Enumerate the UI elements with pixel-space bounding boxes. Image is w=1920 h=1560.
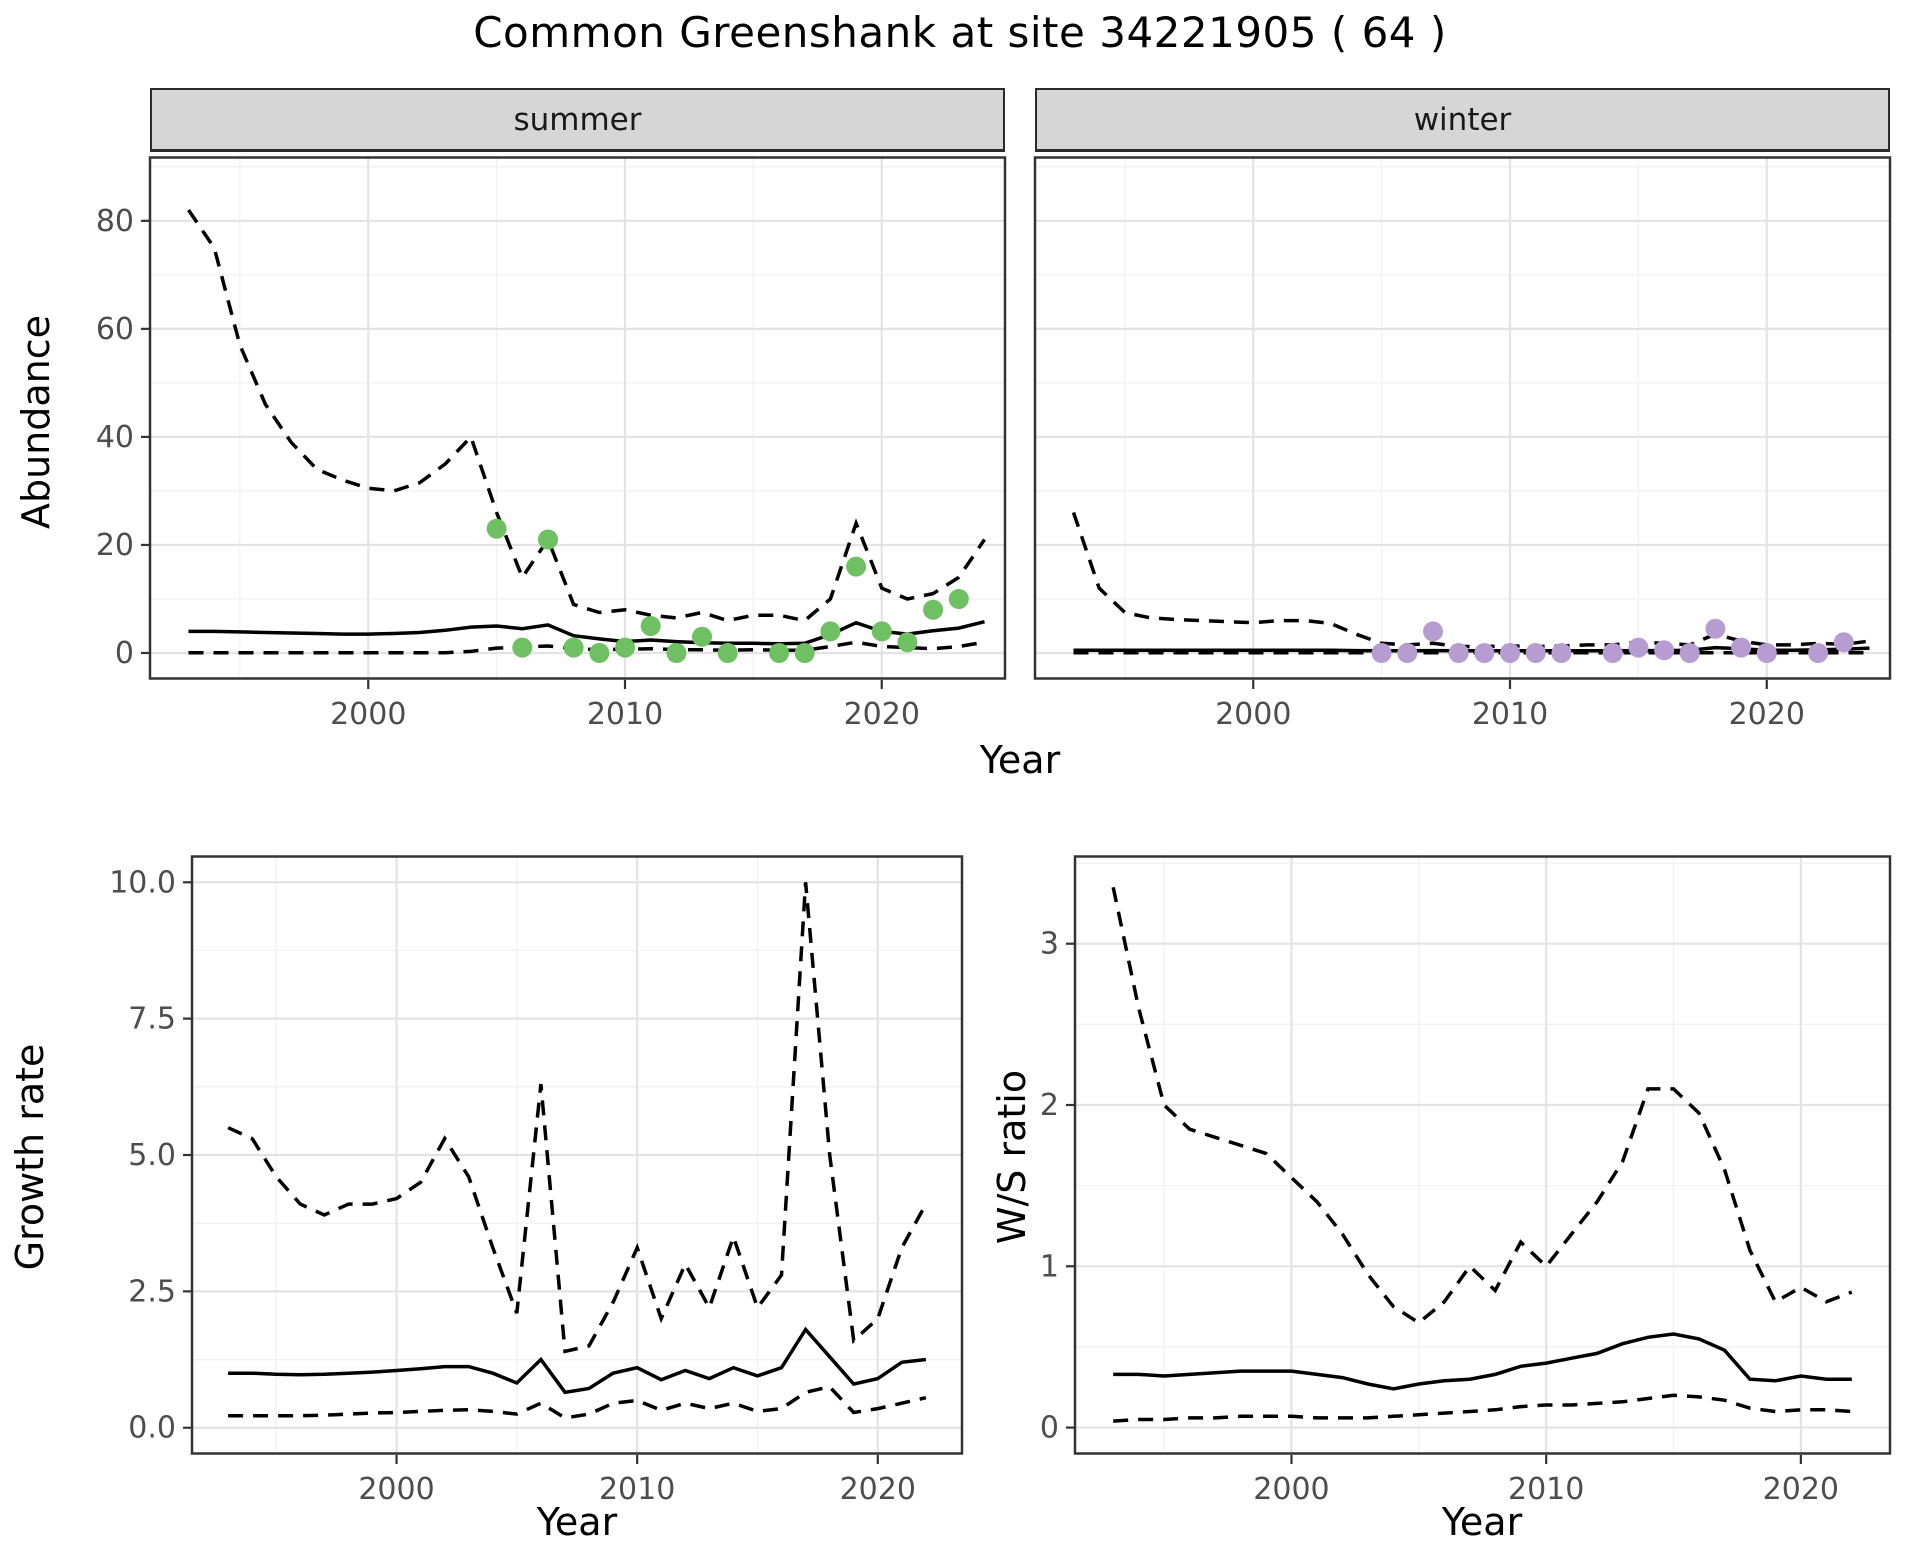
data-point	[871, 621, 892, 642]
data-point	[1756, 643, 1777, 663]
chart-panel-abundance-winter: 2000 2010 2020	[1033, 156, 1892, 732]
data-point	[538, 529, 558, 550]
y-tick-label: 2.5	[128, 1274, 176, 1309]
data-point	[948, 589, 969, 609]
y-tick-label: 10.0	[109, 865, 176, 900]
y-tick-label: 20	[96, 528, 134, 563]
data-point	[486, 518, 507, 539]
data-point	[512, 637, 533, 658]
panel-border	[148, 156, 1007, 680]
y-tick-label: 1	[1040, 1249, 1059, 1284]
y-tick-label: 0	[1040, 1411, 1059, 1446]
series-upper_95ci	[227, 882, 928, 1354]
data-point	[1500, 643, 1520, 663]
data-point	[563, 637, 584, 658]
x-tick-label: 2010	[1508, 1472, 1584, 1507]
facet-strip-winter: winter	[1035, 88, 1890, 152]
axis-ticks: 2000 2010 2020	[1215, 680, 1805, 732]
data-point	[1525, 643, 1546, 663]
x-tick-label: 2000	[358, 1472, 434, 1507]
chart-panel-growth-rate: 2000 2010 2020 0.0 2.5 5.0 7.5 10.0	[109, 855, 964, 1507]
y-tick-label: 60	[96, 312, 134, 347]
axis-ticks: 2000 2010 2020 0 20 40 60 80	[96, 204, 920, 732]
series-mean	[188, 620, 985, 646]
axis-ticks: 2000 2010 2020 0.0 2.5 5.0 7.5 10.0	[109, 865, 916, 1507]
data-point	[846, 556, 867, 577]
data-point	[1397, 643, 1418, 663]
y-tick-label: 80	[96, 204, 134, 239]
x-tick-label: 2000	[330, 697, 406, 732]
data-point	[1423, 621, 1443, 642]
data-point	[1602, 643, 1623, 663]
data-point	[717, 643, 738, 663]
data-point	[820, 621, 841, 642]
data-point	[923, 599, 944, 620]
series-mean	[1113, 1332, 1852, 1391]
series-mean	[228, 1326, 927, 1395]
data-point	[666, 643, 687, 663]
gridlines	[1035, 156, 1890, 680]
x-tick-label: 2000	[1253, 1472, 1329, 1507]
data-point	[1448, 643, 1469, 663]
chart-panel-ws-ratio: 2000 2010 2020 0 1 2 3	[1040, 855, 1892, 1507]
data-point	[1654, 640, 1675, 661]
x-axis-label-year-ws: Year	[1441, 1500, 1523, 1544]
series-upper_95ci	[1071, 511, 1870, 649]
series-lower_95ci	[228, 1384, 927, 1420]
x-tick-label: 2020	[1763, 1472, 1839, 1507]
observed-counts-winter	[1371, 618, 1854, 663]
data-point	[1628, 637, 1649, 658]
data-point	[794, 643, 815, 663]
figure-title: Common Greenshank at site 34221905 ( 64 …	[473, 8, 1447, 57]
facet-strip-winter-label: winter	[1413, 101, 1512, 138]
data-point	[1551, 643, 1572, 663]
y-axis-label-abundance: Abundance	[14, 314, 58, 530]
axis-ticks: 2000 2010 2020 0 1 2 3	[1040, 927, 1839, 1507]
panel-border	[1073, 855, 1892, 1455]
chart-panel-abundance-summer: 2000 2010 2020 0 20 40 60 80	[96, 156, 1007, 732]
data-point	[640, 616, 661, 636]
x-tick-label: 2020	[1729, 697, 1805, 732]
data-point	[1474, 643, 1495, 663]
data-point	[589, 643, 610, 663]
y-tick-label: 0	[115, 636, 134, 671]
y-tick-label: 5.0	[128, 1138, 176, 1173]
gridlines	[150, 156, 1005, 680]
gridlines	[1075, 855, 1890, 1455]
x-tick-label: 2010	[1472, 697, 1548, 732]
gridlines	[192, 855, 962, 1455]
y-tick-label: 3	[1040, 927, 1059, 962]
y-tick-label: 40	[96, 420, 134, 455]
series-lower_95ci	[1113, 1393, 1852, 1423]
data-point	[769, 643, 790, 663]
data-point	[1731, 637, 1752, 658]
data-point	[1679, 643, 1700, 663]
data-point	[1808, 643, 1829, 663]
series-upper_95ci	[1111, 886, 1853, 1325]
observed-counts-summer	[486, 518, 969, 663]
data-point	[897, 632, 918, 653]
x-tick-label: 2020	[840, 1472, 916, 1507]
data-point	[615, 637, 635, 658]
panel-border	[1033, 156, 1892, 680]
x-axis-label-year-top: Year	[979, 738, 1061, 782]
x-tick-label: 2020	[844, 697, 920, 732]
data-point	[692, 626, 712, 647]
x-tick-label: 2010	[587, 697, 663, 732]
y-tick-label: 2	[1040, 1088, 1059, 1123]
data-point	[1705, 618, 1726, 639]
series-upper_95ci	[187, 209, 986, 623]
x-tick-label: 2000	[1215, 697, 1291, 732]
y-tick-label: 0.0	[128, 1411, 176, 1446]
y-axis-label-growth-rate: Growth rate	[8, 1043, 52, 1271]
x-tick-label: 2010	[599, 1472, 675, 1507]
data-point	[1833, 632, 1854, 653]
facet-strip-summer: summer	[150, 88, 1005, 152]
facet-strip-summer-label: summer	[513, 101, 642, 138]
y-tick-label: 7.5	[128, 1002, 176, 1037]
x-axis-label-year-growth: Year	[536, 1500, 618, 1544]
series-lower_95ci	[188, 640, 985, 655]
data-point	[1371, 643, 1392, 663]
